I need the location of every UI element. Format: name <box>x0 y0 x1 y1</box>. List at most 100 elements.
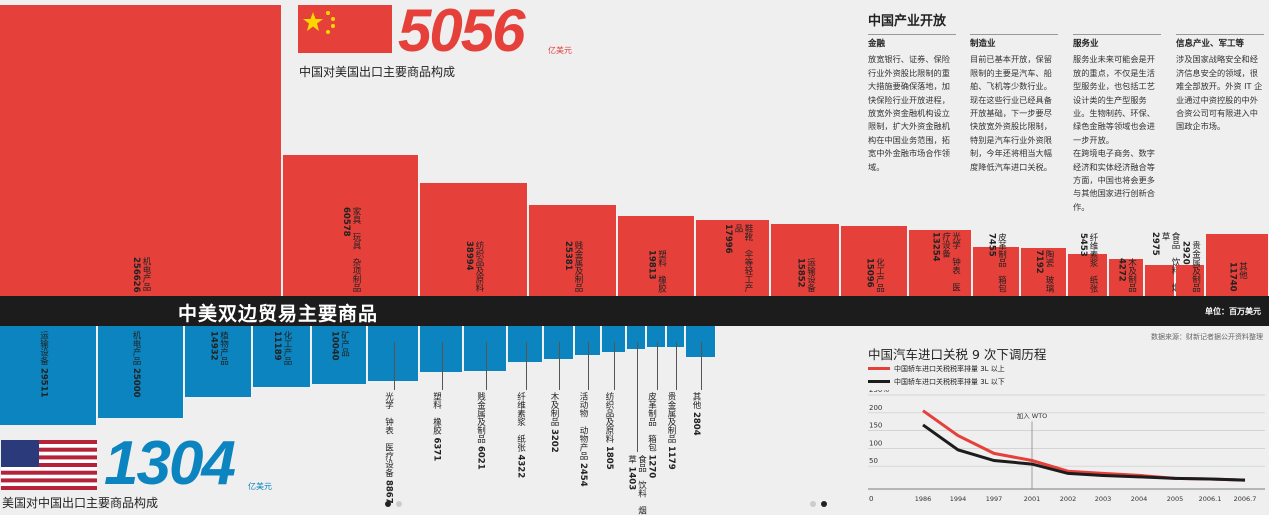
y-tick-label: 0 <box>869 495 873 503</box>
usa-export-total: 1304 <box>104 429 236 498</box>
x-tick-label: 2004 <box>1131 495 1148 503</box>
china-export-label: 机电产品 <box>141 256 151 291</box>
leader-line <box>525 342 527 390</box>
china-export-label: 其他 <box>1237 262 1248 280</box>
us-export-label: 木及制品 <box>549 392 559 426</box>
us-export-label: 机电产品 <box>131 331 141 365</box>
leader-line <box>559 342 560 390</box>
legend-swatch-black <box>868 380 890 383</box>
china-export-label: 陶瓷 玻璃 <box>1044 249 1054 293</box>
us-export-label: 其他 <box>691 392 701 409</box>
china-export-bar <box>1145 265 1175 296</box>
china-export-value: 7455 <box>986 232 997 257</box>
leader-line <box>393 342 395 390</box>
x-tick-label: 2006.1 <box>1199 495 1222 503</box>
industry-heading: 服务业 <box>1073 39 1099 49</box>
china-export-value: 17996 <box>723 224 733 254</box>
china-unit: 亿美元 <box>548 46 572 55</box>
us-export-value: 6021 <box>475 443 486 470</box>
us-export-value: 1403 <box>626 463 637 491</box>
us-export-value: 10040 <box>329 331 340 361</box>
china-export-bar <box>973 247 1020 296</box>
page-dot[interactable] <box>810 501 816 507</box>
wto-annotation: 加入 WTO <box>1017 411 1048 420</box>
china-export-value: 7192 <box>1034 249 1044 274</box>
us-export-label: 纺织品及原料 <box>604 392 614 443</box>
china-export-label: 家具 玩具 杂项制品 <box>351 207 361 292</box>
china-export-label: 光学 钟表 医疗设备 <box>940 232 961 292</box>
legend-label: 中国轿车进口关税税率排量 3L 以下 <box>894 378 1005 386</box>
china-export-label: 皮革制品 箱包 <box>996 232 1007 293</box>
china-export-bar <box>420 183 528 296</box>
leader-line <box>701 342 702 390</box>
usa-subtitle: 美国对中国出口主要商品构成 <box>2 496 159 510</box>
legend-label: 中国轿车进口关税税率排量 3L 以上 <box>894 365 1005 373</box>
china-export-bar <box>696 220 770 296</box>
series-line-0 <box>922 409 1246 482</box>
china-export-value: 38994 <box>464 241 474 271</box>
china-export-value: 25381 <box>563 241 573 271</box>
x-tick-label: 2006.7 <box>1234 495 1257 503</box>
industry-column: 金融 放宽银行、证券、保险行业外资股比限制的重大措施要确保落地，加快保险行业开放进… <box>868 34 956 174</box>
x-tick-label: 2005 <box>1167 495 1184 503</box>
industry-heading: 信息产业、军工等 <box>1176 39 1245 49</box>
us-export-value: 11189 <box>272 331 282 361</box>
us-export-value: 4322 <box>515 451 526 479</box>
source-note: 数据来源：财新记者据公开资料整理 <box>1151 333 1263 341</box>
china-export-label: 纺织品及原料 <box>474 241 484 292</box>
leader-line <box>588 342 589 390</box>
us-export-label: 化工产品 <box>282 331 292 365</box>
china-export-label: 鞋靴 伞等轻工产品 <box>733 224 753 292</box>
usa-unit: 亿美元 <box>248 482 272 491</box>
us-export-value: 8867 <box>383 477 394 504</box>
us-export-value: 2454 <box>578 460 588 487</box>
page-dot-active[interactable] <box>385 501 391 507</box>
industry-text: 放宽银行、证券、保险行业外资股比限制的重大措施要确保落地，加快保险行业开放进程，… <box>868 54 950 172</box>
china-export-bar <box>841 226 908 296</box>
page-dot[interactable] <box>396 501 402 507</box>
china-export-bar <box>1176 265 1205 296</box>
us-export-value: 2804 <box>691 409 701 436</box>
us-export-label: 矿产品 <box>339 331 350 357</box>
industry-title: 中国产业开放 <box>868 14 947 29</box>
china-export-value: 256626 <box>131 256 141 293</box>
industry-text: 目前已基本开放，保留限制的主要是汽车、船舶、飞机等少数行业。现在这些行业已经具备… <box>970 54 1052 172</box>
china-export-label: 食品 饮料 烟草 <box>1160 232 1180 292</box>
china-export-value: 13254 <box>930 232 941 262</box>
china-export-value: 15096 <box>864 258 875 288</box>
us-export-label: 贵金属及制品 <box>666 392 676 443</box>
china-export-bar <box>771 224 840 296</box>
china-export-label: 运输设备 <box>805 258 816 292</box>
china-export-bar <box>0 5 282 296</box>
china-export-value: 2920 <box>1180 241 1191 265</box>
us-export-bar <box>312 326 367 384</box>
series-line-1 <box>922 423 1246 482</box>
china-export-bar <box>1068 254 1108 296</box>
china-export-value: 4272 <box>1116 258 1127 282</box>
us-export-bar <box>98 326 184 418</box>
us-export-value: 6371 <box>431 434 442 462</box>
us-export-bar <box>253 326 311 387</box>
us-export-label: 活动物 动物产品 <box>578 392 588 460</box>
china-export-label: 化工产品 <box>874 258 885 292</box>
us-export-value: 1805 <box>604 443 614 470</box>
china-export-bar <box>1206 234 1269 296</box>
y-tick-label: 250% <box>869 390 889 394</box>
industry-column: 制造业 目前已基本开放，保留限制的主要是汽车、船舶、飞机等少数行业。现在这些行业已… <box>970 34 1058 174</box>
china-export-value: 60578 <box>341 207 351 237</box>
us-export-label: 食品 饮料 烟草 <box>626 455 647 515</box>
china-export-total: 5056 <box>398 0 525 64</box>
china-subtitle: 中国对美国出口主要商品构成 <box>299 65 456 79</box>
us-export-bar <box>0 326 97 425</box>
us-export-bar <box>667 326 685 347</box>
unit-label: 单位：百万美元 <box>1205 307 1261 316</box>
china-export-value: 11740 <box>1227 262 1238 292</box>
china-export-bar <box>283 155 419 296</box>
x-tick-label: 1994 <box>950 495 967 503</box>
leader-line <box>656 342 658 390</box>
x-tick-label: 2001 <box>1024 495 1041 503</box>
china-export-bar <box>529 205 617 296</box>
china-export-value: 19813 <box>646 249 657 280</box>
leader-line <box>636 342 638 452</box>
page-dot-active[interactable] <box>821 501 827 507</box>
